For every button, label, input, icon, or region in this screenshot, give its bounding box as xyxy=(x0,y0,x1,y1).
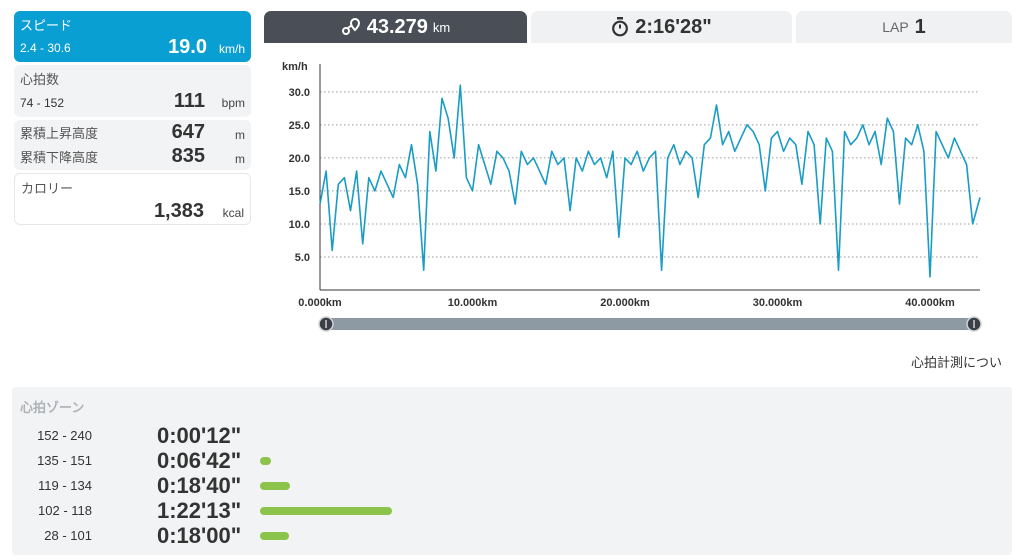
speed-label: スピード xyxy=(20,18,73,33)
zone-range: 28 - 101 xyxy=(44,528,92,543)
speed-chart[interactable]: km/h 5.0 10.0 15.0 20.0 25.0 30.0 0.000km 10.000… xyxy=(264,50,1012,350)
x-tick-label: 30.000km xyxy=(753,297,803,309)
y-tick-label: 15.0 xyxy=(289,186,310,198)
heart-rate-zone-panel: 心拍ゾーン 152 - 240 0:00'12" 135 - 151 0:06'… xyxy=(12,387,1012,555)
calories-value: 1,383 xyxy=(153,200,204,222)
x-tick-label: 10.000km xyxy=(448,297,498,309)
elevation-gain-unit: m xyxy=(235,128,245,142)
x-tick-label: 20.000km xyxy=(600,297,650,309)
zone-time: 0:18'00" xyxy=(157,523,242,548)
zone-bar xyxy=(260,532,289,540)
elevation-loss-label: 累積下降高度 xyxy=(20,150,99,165)
heart-rate-unit: bpm xyxy=(221,96,245,110)
heart-rate-label: 心拍数 xyxy=(20,72,60,87)
zone-range: 135 - 151 xyxy=(37,453,92,468)
x-tick-label: 40.000km xyxy=(905,297,955,309)
zone-range: 102 - 118 xyxy=(38,503,92,518)
tab-distance[interactable]: 43.279 km xyxy=(264,11,527,43)
zone-time: 0:00'12" xyxy=(157,423,242,448)
speed-card[interactable]: スピード 2.4 - 30.6 19.0 km/h xyxy=(14,11,251,62)
y-tick-label: 5.0 xyxy=(295,252,310,264)
lap-label: LAP xyxy=(882,19,909,35)
y-axis-label: km/h xyxy=(282,61,308,73)
distance-unit: km xyxy=(432,19,451,35)
zone-time: 1:22'13" xyxy=(157,498,242,523)
stopwatch-icon xyxy=(612,17,629,37)
zone-row: 102 - 118 1:22'13" xyxy=(12,498,432,523)
y-tick-label: 25.0 xyxy=(289,120,310,132)
calories-label: カロリー xyxy=(21,181,74,196)
zone-time: 0:06'42" xyxy=(157,448,242,473)
y-tick-label: 30.0 xyxy=(289,87,310,99)
zone-bar xyxy=(260,482,290,490)
calories-card[interactable]: カロリー 1,383 kcal xyxy=(14,173,251,225)
x-tick-label: 0.000km xyxy=(298,297,342,309)
speed-unit: km/h xyxy=(218,42,245,56)
y-tick-label: 20.0 xyxy=(289,153,310,165)
y-tick-label: 10.0 xyxy=(289,219,310,231)
elevation-loss-value: 835 xyxy=(171,145,205,167)
speed-value: 19.0 xyxy=(168,36,207,58)
zone-bar xyxy=(260,457,271,465)
zone-range: 152 - 240 xyxy=(37,428,92,443)
time-value: 2:16'28" xyxy=(635,15,712,38)
heart-rate-value: 111 xyxy=(173,90,205,112)
distance-value: 43.279 xyxy=(366,15,428,38)
zone-row: 28 - 101 0:18'00" xyxy=(12,523,432,548)
elevation-loss-unit: m xyxy=(235,152,245,166)
elevation-gain-label: 累積上昇高度 xyxy=(20,126,99,141)
lap-value: 1 xyxy=(914,15,926,38)
calories-unit: kcal xyxy=(222,206,244,220)
zone-title: 心拍ゾーン xyxy=(20,400,85,415)
elevation-card[interactable]: 累積上昇高度 647 m 累積下降高度 835 m xyxy=(14,120,251,170)
zone-row: 135 - 151 0:06'42" xyxy=(12,448,432,473)
range-slider-track[interactable] xyxy=(322,318,978,330)
heart-rate-range: 74 - 152 xyxy=(20,96,65,110)
zone-row: 152 - 240 0:00'12" xyxy=(12,423,432,448)
tab-lap[interactable]: LAP 1 xyxy=(796,11,1012,43)
speed-series-line xyxy=(319,84,981,278)
zone-time: 0:18'40" xyxy=(157,473,242,498)
zone-bar xyxy=(260,507,392,515)
tab-time[interactable]: 2:16'28" xyxy=(531,11,792,43)
route-icon xyxy=(341,17,360,35)
zone-row: 119 - 134 0:18'40" xyxy=(12,473,432,498)
zone-range: 119 - 134 xyxy=(38,478,92,493)
speed-range: 2.4 - 30.6 xyxy=(20,41,71,55)
heart-rate-card[interactable]: 心拍数 74 - 152 111 bpm xyxy=(14,65,251,117)
elevation-gain-value: 647 xyxy=(171,121,205,143)
heart-rate-note-link[interactable]: 心拍計測につい xyxy=(911,355,1003,370)
